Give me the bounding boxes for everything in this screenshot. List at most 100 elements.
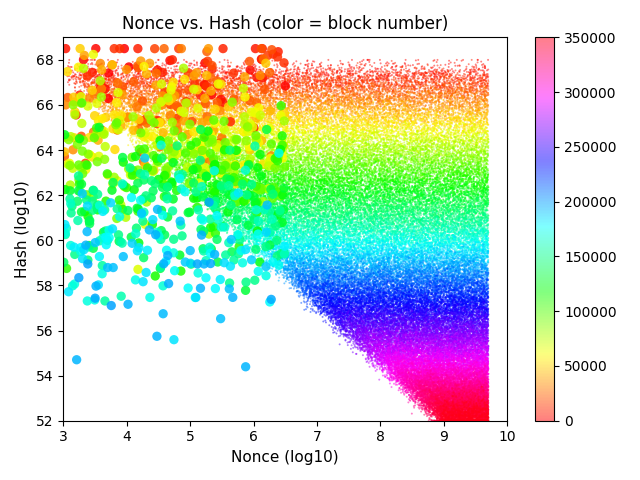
Point: [456, 352, 466, 360]
Point: [452, 410, 463, 418]
Point: [412, 325, 422, 333]
Point: [311, 70, 321, 78]
Point: [405, 317, 415, 324]
Point: [358, 150, 368, 157]
Point: [321, 171, 332, 179]
Point: [468, 391, 478, 399]
Point: [422, 239, 432, 247]
Point: [463, 417, 473, 425]
Point: [467, 407, 477, 415]
Point: [372, 156, 383, 164]
Point: [139, 80, 149, 87]
Point: [345, 90, 355, 97]
Point: [440, 336, 450, 344]
Point: [454, 304, 464, 312]
Point: [444, 277, 454, 285]
Point: [479, 370, 489, 378]
Point: [339, 232, 349, 240]
Point: [209, 139, 219, 147]
Point: [435, 371, 445, 379]
Point: [285, 137, 295, 144]
Point: [310, 131, 320, 139]
Point: [342, 288, 353, 295]
Point: [447, 350, 458, 358]
Point: [235, 67, 245, 75]
Point: [483, 346, 493, 353]
Point: [479, 358, 490, 365]
Point: [454, 417, 464, 425]
Point: [281, 236, 291, 244]
Point: [143, 137, 153, 145]
Point: [353, 86, 363, 94]
Point: [266, 148, 276, 156]
Point: [475, 417, 485, 424]
Point: [415, 158, 426, 166]
Point: [477, 230, 487, 238]
Point: [475, 389, 485, 396]
Point: [458, 273, 468, 281]
Point: [431, 69, 442, 77]
Point: [454, 353, 465, 361]
Point: [132, 122, 142, 130]
Point: [464, 323, 474, 330]
Point: [159, 112, 169, 120]
Point: [463, 257, 473, 265]
Point: [453, 400, 463, 408]
Point: [186, 136, 196, 144]
Point: [305, 202, 315, 209]
Point: [173, 95, 183, 102]
Point: [268, 90, 278, 97]
Point: [407, 297, 417, 305]
Point: [425, 387, 435, 395]
Point: [177, 141, 188, 149]
Point: [384, 288, 394, 295]
Point: [481, 131, 492, 138]
Point: [391, 352, 401, 360]
Point: [238, 144, 248, 152]
Point: [337, 305, 348, 312]
Point: [413, 177, 424, 185]
Point: [456, 395, 467, 402]
Point: [154, 102, 164, 109]
Point: [395, 339, 405, 347]
Point: [349, 314, 359, 322]
Point: [475, 363, 485, 371]
Point: [463, 402, 473, 410]
Point: [366, 254, 376, 262]
Point: [453, 216, 463, 224]
Point: [465, 355, 475, 363]
Point: [441, 402, 451, 409]
Point: [383, 325, 393, 333]
Point: [168, 95, 179, 103]
Point: [408, 354, 419, 362]
Point: [413, 390, 423, 397]
Point: [398, 374, 408, 382]
Point: [322, 155, 332, 162]
Point: [365, 215, 376, 222]
Point: [339, 217, 349, 225]
Point: [348, 322, 358, 330]
Point: [288, 249, 298, 256]
Point: [472, 178, 482, 185]
Point: [392, 303, 402, 311]
Point: [476, 380, 486, 388]
Point: [478, 334, 488, 342]
Point: [359, 335, 369, 342]
Point: [400, 117, 410, 124]
Point: [286, 161, 296, 168]
Point: [442, 396, 452, 404]
Point: [471, 264, 481, 272]
Point: [438, 397, 449, 405]
Point: [411, 360, 421, 368]
Point: [356, 99, 367, 107]
Point: [445, 405, 455, 412]
Point: [253, 197, 264, 204]
Point: [412, 174, 422, 182]
Point: [415, 357, 425, 364]
Point: [472, 247, 482, 254]
Point: [432, 375, 442, 383]
Point: [417, 267, 428, 275]
Point: [450, 348, 460, 355]
Point: [266, 89, 276, 97]
Point: [443, 171, 453, 179]
